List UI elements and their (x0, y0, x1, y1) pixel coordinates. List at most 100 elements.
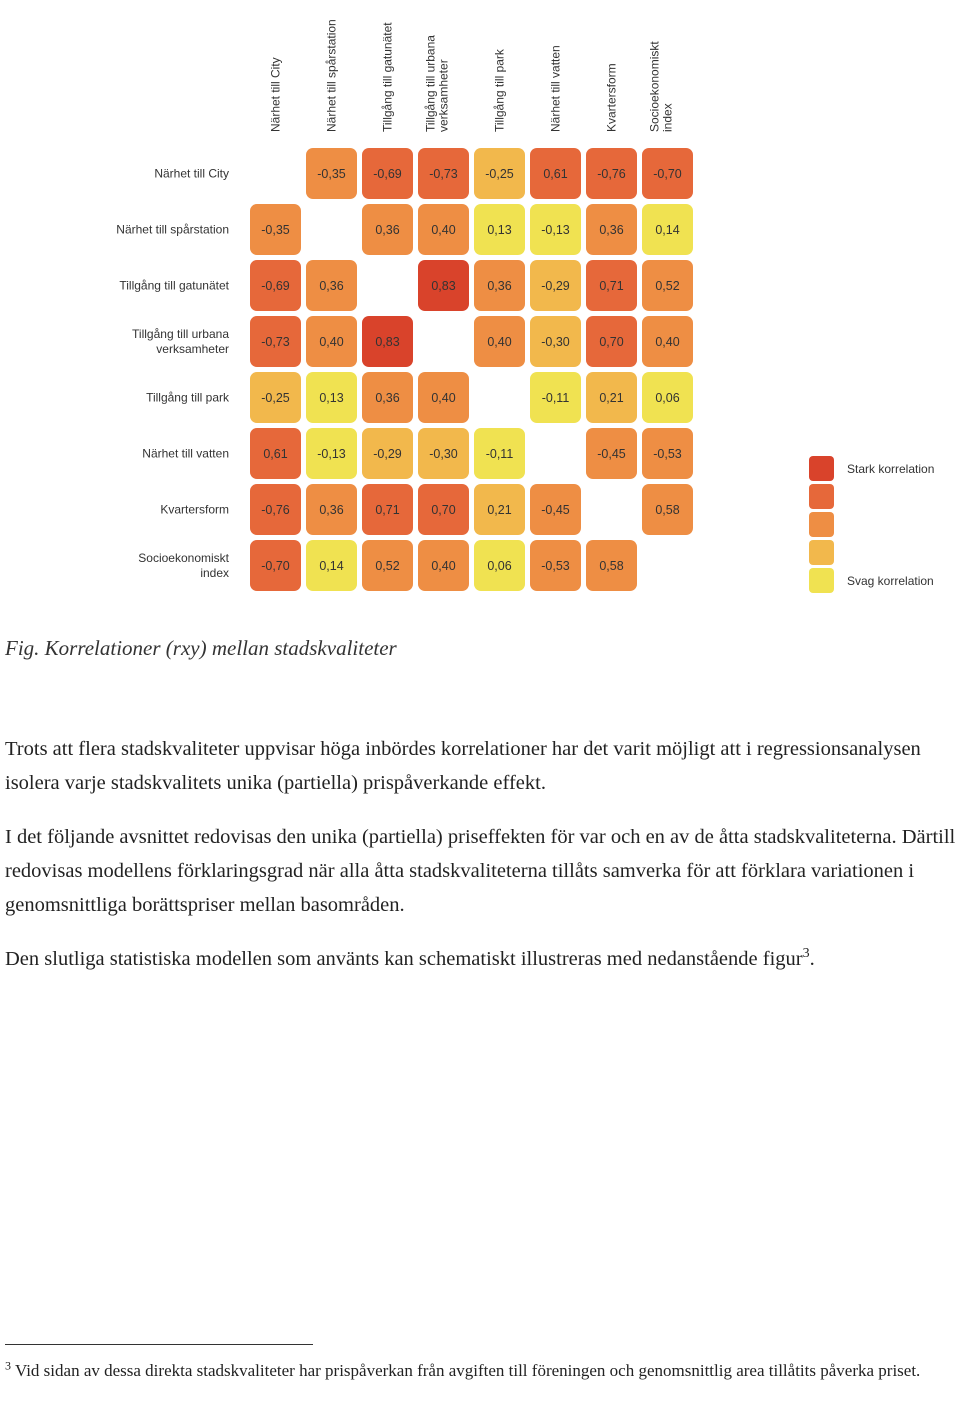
column-header-label: Tillgång till urbana (424, 35, 438, 132)
cell-value: 0,21 (487, 503, 511, 517)
heatmap-cell (586, 148, 637, 199)
heatmap-cell (306, 260, 357, 311)
column-header-label: Närhet till vatten (549, 45, 563, 132)
heatmap-cell (306, 540, 357, 591)
heatmap-cell (530, 204, 581, 255)
column-header-label: index (661, 103, 675, 132)
heatmap-cell (474, 148, 525, 199)
paragraph-2: I det följande avsnittet redovisas den u… (5, 826, 956, 916)
heatmap-cell (362, 204, 413, 255)
heatmap-cell (362, 372, 413, 423)
cell-value: 0,06 (487, 559, 511, 573)
heatmap-cell (586, 260, 637, 311)
column-header-label: Tillgång till park (493, 48, 507, 132)
footnote-ref[interactable]: 3 (802, 946, 810, 962)
column-header-label: Närhet till spårstation (325, 19, 339, 132)
cell-value: 0,13 (319, 391, 343, 405)
heatmap-cell (474, 316, 525, 367)
footnote-mark: 3 (5, 1358, 11, 1373)
cell-value: -0,29 (541, 279, 570, 293)
column-header-label: Kvartersform (605, 63, 619, 132)
row-label: Tillgång till urbana (132, 327, 229, 341)
column-header: Tillgång till park (493, 48, 507, 132)
column-header: Närhet till spårstation (325, 19, 339, 132)
cell-value: -0,53 (541, 559, 570, 573)
legend-swatch (809, 484, 834, 509)
heatmap-cell (586, 372, 637, 423)
column-header: Tillgång till gatunätet (381, 22, 395, 132)
heatmap-cell (642, 372, 693, 423)
cell-value: 0,61 (543, 167, 567, 181)
cell-value: -0,30 (541, 335, 570, 349)
footnote-divider (5, 1344, 313, 1345)
heatmap-cell (642, 484, 693, 535)
cell-value: -0,45 (597, 447, 626, 461)
cell-value: -0,73 (429, 167, 458, 181)
cell-value: -0,76 (261, 503, 290, 517)
column-header: Närhet till City (269, 57, 283, 132)
footnote: 3 Vid sidan av dessa direkta stadskvalit… (5, 1358, 955, 1383)
heatmap-cell (418, 372, 469, 423)
row-label: Närhet till City (154, 167, 229, 181)
row-label: Tillgång till park (146, 391, 230, 405)
heatmap-cell (250, 204, 301, 255)
cell-value: -0,29 (373, 447, 402, 461)
cell-value: -0,11 (542, 391, 570, 405)
heatmap-cell (586, 316, 637, 367)
cell-value: 0,36 (319, 503, 343, 517)
heatmap-cell (642, 260, 693, 311)
correlation-heatmap: Närhet till City Närhet till spårstation T… (116, 19, 934, 593)
heatmap-cell (306, 428, 357, 479)
heatmap-cell (362, 540, 413, 591)
cell-value: 0,58 (599, 559, 623, 573)
heatmap-cell (474, 260, 525, 311)
heatmap-cell (586, 540, 637, 591)
heatmap-cell (530, 540, 581, 591)
heatmap-cell (642, 148, 693, 199)
heatmap-cell (530, 316, 581, 367)
heatmap-cell (306, 372, 357, 423)
row-label: Tillgång till gatunätet (119, 279, 229, 293)
heatmap-cell (250, 260, 301, 311)
cell-value: -0,30 (429, 447, 458, 461)
heatmap-cell (250, 316, 301, 367)
legend-strong-label: Stark korrelation (847, 462, 934, 476)
column-header: Närhet till vatten (549, 45, 563, 132)
heatmap-cell (586, 204, 637, 255)
column-header: Tillgång till urbana verksamheter (424, 35, 451, 132)
paragraph-1: Trots att flera stadskvaliteter uppvisar… (5, 738, 921, 794)
cell-value: -0,25 (485, 167, 514, 181)
cell-value: 0,36 (319, 279, 343, 293)
cell-value: 0,58 (655, 503, 679, 517)
heatmap-cell (250, 428, 301, 479)
cell-value: 0,70 (599, 335, 623, 349)
heatmap-cell (362, 428, 413, 479)
paragraph-3: Den slutliga statistiska modellen som an… (5, 942, 960, 976)
cell-value: -0,69 (373, 167, 402, 181)
paragraph-3-end: . (809, 948, 815, 970)
heatmap-cell (642, 204, 693, 255)
legend-swatch (809, 512, 834, 537)
heatmap-cell (362, 316, 413, 367)
cell-value: -0,70 (261, 559, 290, 573)
column-header: Kvartersform (605, 63, 619, 132)
row-label: Socioekonomiskt (138, 551, 229, 565)
heatmap-cell (418, 204, 469, 255)
column-header-label: Socioekonomiskt (648, 41, 662, 132)
heatmap-cell (642, 428, 693, 479)
legend-swatch (809, 456, 834, 481)
cell-value: -0,35 (261, 223, 290, 237)
cell-value: 0,71 (375, 503, 399, 517)
cell-value: 0,14 (319, 559, 343, 573)
cell-value: -0,53 (653, 447, 682, 461)
row-label: index (200, 566, 229, 580)
cell-value: 0,14 (655, 223, 679, 237)
heatmap-cell (642, 316, 693, 367)
cell-value: 0,83 (375, 335, 399, 349)
cell-value: 0,83 (431, 279, 455, 293)
paragraph-3-text: Den slutliga statistiska modellen som an… (5, 948, 803, 970)
cell-value: 0,52 (655, 279, 679, 293)
heatmap-cell (474, 540, 525, 591)
cell-value: -0,73 (261, 335, 290, 349)
cell-value: 0,71 (599, 279, 623, 293)
